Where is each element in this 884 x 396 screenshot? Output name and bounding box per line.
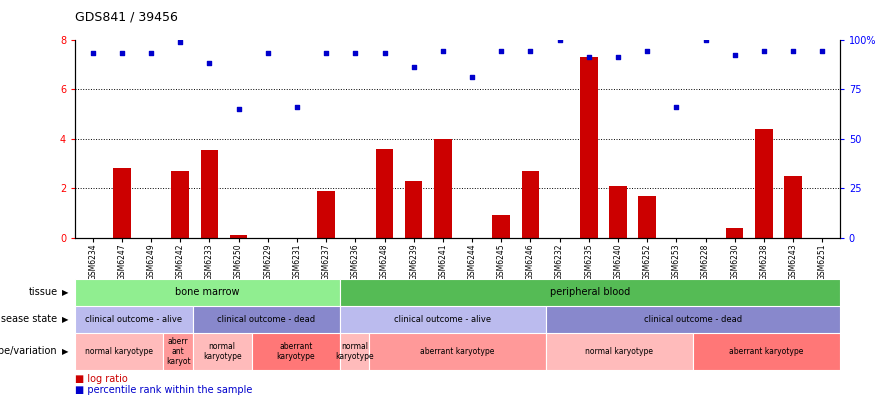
Text: normal karyotype: normal karyotype [85,347,153,356]
Point [407,64,421,70]
Point [786,48,800,55]
Text: tissue: tissue [28,287,57,297]
Text: clinical outcome - dead: clinical outcome - dead [217,315,316,324]
Text: ▶: ▶ [63,315,69,324]
Text: disease state: disease state [0,314,57,324]
Bar [580,57,598,238]
Point [202,60,217,67]
Bar [339,333,370,370]
Bar [75,333,164,370]
Bar [609,186,627,238]
Point [86,50,100,57]
Bar [164,333,193,370]
Bar [726,228,743,238]
Bar [193,333,252,370]
Point [611,54,625,61]
Point [173,38,187,45]
Bar [545,333,693,370]
Point [232,106,246,112]
Bar [784,176,802,238]
Text: normal karyotype: normal karyotype [585,347,653,356]
Bar [75,279,339,306]
Text: aberrant
karyotype: aberrant karyotype [277,342,315,361]
Point [436,48,450,55]
Bar [545,306,840,333]
Bar [201,150,218,238]
Bar [230,235,248,238]
Point [290,104,304,110]
Point [815,48,829,55]
Point [465,74,479,80]
Point [377,50,392,57]
Bar [370,333,545,370]
Bar [522,171,539,238]
Bar [376,148,393,238]
Point [728,52,742,59]
Bar [405,181,423,238]
Bar [171,171,189,238]
Text: clinical outcome - alive: clinical outcome - alive [86,315,182,324]
Text: normal
karyotype: normal karyotype [202,342,241,361]
Point [523,48,537,55]
Text: aberrant karyotype: aberrant karyotype [420,347,495,356]
Text: ▶: ▶ [63,347,69,356]
Bar [339,279,840,306]
Point [319,50,333,57]
Bar [75,306,193,333]
Text: clinical outcome - alive: clinical outcome - alive [394,315,492,324]
Text: clinical outcome - dead: clinical outcome - dead [644,315,742,324]
Point [261,50,275,57]
Bar [252,333,339,370]
Point [494,48,508,55]
Text: peripheral blood: peripheral blood [550,287,630,297]
Text: ▶: ▶ [63,288,69,297]
Point [640,48,654,55]
Bar [638,196,656,238]
Bar [339,306,545,333]
Point [348,50,362,57]
Text: aberrant karyotype: aberrant karyotype [729,347,804,356]
Bar [317,190,335,238]
Bar [492,215,510,238]
Text: genotype/variation: genotype/variation [0,346,57,356]
Text: ■ percentile rank within the sample: ■ percentile rank within the sample [75,385,253,394]
Point [552,36,567,43]
Bar [755,129,773,238]
Text: GDS841 / 39456: GDS841 / 39456 [75,11,178,24]
Text: bone marrow: bone marrow [175,287,240,297]
Text: aberr
ant
karyot: aberr ant karyot [166,337,190,366]
Bar [113,168,131,238]
Point [144,50,158,57]
Point [115,50,129,57]
Text: normal
karyotype: normal karyotype [335,342,374,361]
Point [669,104,683,110]
Point [757,48,771,55]
Bar [693,333,840,370]
Text: ■ log ratio: ■ log ratio [75,374,128,384]
Point [582,54,596,61]
Bar [193,306,339,333]
Point [698,36,713,43]
Bar [434,139,452,238]
